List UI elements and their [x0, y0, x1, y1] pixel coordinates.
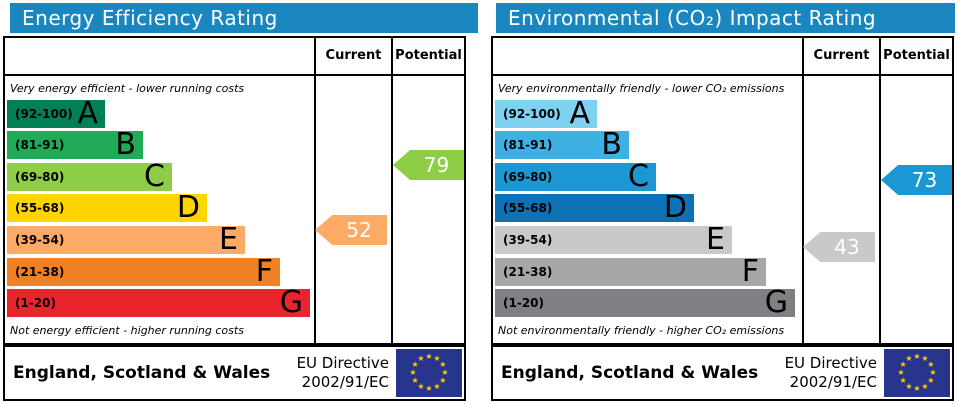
environmental-rating-table: Current Potential Very environmentally f…	[491, 36, 954, 345]
band-range: (69-80)	[15, 170, 65, 184]
eu-flag-icon: ★ ★ ★ ★ ★ ★ ★ ★ ★ ★ ★ ★	[884, 349, 950, 397]
band-range: (55-68)	[15, 201, 65, 215]
current-column-header: Current	[813, 48, 870, 63]
band-letter: G	[279, 285, 303, 320]
band-range: (39-54)	[503, 233, 553, 247]
band-f-bar: (21-38) F	[7, 254, 280, 289]
energy-rating-table: Current Potential Very energy efficient …	[3, 36, 466, 345]
band-a-bar: (92-100) A	[7, 96, 105, 131]
band-letter: F	[255, 254, 273, 289]
potential-rating-value: 79	[423, 153, 450, 177]
band-letter: F	[741, 254, 759, 289]
current-rating-pointer: 43	[803, 232, 875, 262]
band-range: (69-80)	[503, 170, 553, 184]
band-letter: E	[706, 222, 725, 257]
band-range: (92-100)	[503, 107, 561, 121]
energy-chart-title: Energy Efficiency Rating	[10, 3, 478, 33]
band-range: (1-20)	[503, 296, 544, 310]
band-range: (81-91)	[15, 138, 65, 152]
band-range: (1-20)	[15, 296, 56, 310]
column-divider	[391, 38, 393, 343]
band-d-bar: (55-68) D	[7, 190, 207, 225]
eu-directive-line1: EU Directive	[784, 354, 877, 372]
header-divider	[5, 74, 464, 76]
potential-column-header: Potential	[883, 48, 950, 63]
current-rating-value: 43	[834, 235, 860, 259]
column-divider	[802, 38, 804, 343]
bottom-note: Not environmentally friendly - higher CO…	[498, 324, 785, 337]
band-b-bar: (81-91) B	[7, 127, 143, 162]
band-e-bar: (39-54) E	[495, 222, 732, 257]
current-rating-value: 52	[346, 218, 372, 242]
current-rating-pointer: 52	[315, 215, 387, 245]
band-letter: B	[601, 127, 622, 162]
band-letter: A	[77, 96, 98, 131]
band-g-bar: (1-20) G	[7, 285, 310, 320]
band-letter: C	[628, 159, 649, 194]
band-range: (21-38)	[503, 265, 553, 279]
eu-directive-line2: 2002/91/EC	[301, 373, 389, 391]
eu-directive-label: EU Directive 2002/91/EC	[785, 354, 877, 392]
band-g-bar: (1-20) G	[495, 285, 795, 320]
potential-rating-pointer: 73	[881, 165, 952, 195]
band-range: (39-54)	[15, 233, 65, 247]
energy-efficiency-chart: Energy Efficiency Rating Current Potenti…	[0, 0, 478, 404]
potential-rating-pointer: 79	[393, 150, 464, 180]
band-d-bar: (55-68) D	[495, 190, 694, 225]
eu-directive-label: EU Directive 2002/91/EC	[297, 354, 389, 392]
eu-directive-line1: EU Directive	[296, 354, 389, 372]
bottom-note: Not energy efficient - higher running co…	[10, 324, 244, 337]
environmental-impact-chart: Environmental (CO₂) Impact Rating Curren…	[488, 0, 957, 404]
band-a-bar: (92-100) A	[495, 96, 597, 131]
band-c-bar: (69-80) C	[7, 159, 172, 194]
environmental-chart-footer: England, Scotland & Wales EU Directive 2…	[491, 345, 954, 401]
region-label: England, Scotland & Wales	[13, 363, 271, 383]
band-letter: A	[569, 96, 590, 131]
band-range: (92-100)	[15, 107, 73, 121]
eu-flag-icon: ★ ★ ★ ★ ★ ★ ★ ★ ★ ★ ★ ★	[396, 349, 462, 397]
band-letter: G	[764, 285, 788, 320]
top-note: Very environmentally friendly - lower CO…	[498, 82, 785, 95]
potential-rating-value: 73	[911, 168, 938, 192]
column-divider	[879, 38, 881, 343]
band-letter: D	[176, 190, 200, 225]
band-f-bar: (21-38) F	[495, 254, 766, 289]
band-b-bar: (81-91) B	[495, 127, 629, 162]
band-letter: C	[144, 159, 165, 194]
band-range: (55-68)	[503, 201, 553, 215]
band-e-bar: (39-54) E	[7, 222, 245, 257]
region-label: England, Scotland & Wales	[501, 363, 759, 383]
header-divider	[493, 74, 952, 76]
band-letter: D	[663, 190, 687, 225]
environmental-chart-title: Environmental (CO₂) Impact Rating	[496, 3, 955, 33]
band-c-bar: (69-80) C	[495, 159, 656, 194]
energy-chart-footer: England, Scotland & Wales EU Directive 2…	[3, 345, 466, 401]
band-range: (81-91)	[503, 138, 553, 152]
band-range: (21-38)	[15, 265, 65, 279]
column-divider	[314, 38, 316, 343]
top-note: Very energy efficient - lower running co…	[10, 82, 245, 95]
eu-directive-line2: 2002/91/EC	[789, 373, 877, 391]
current-column-header: Current	[325, 48, 382, 63]
band-letter: B	[115, 127, 136, 162]
potential-column-header: Potential	[395, 48, 462, 63]
band-letter: E	[219, 222, 238, 257]
